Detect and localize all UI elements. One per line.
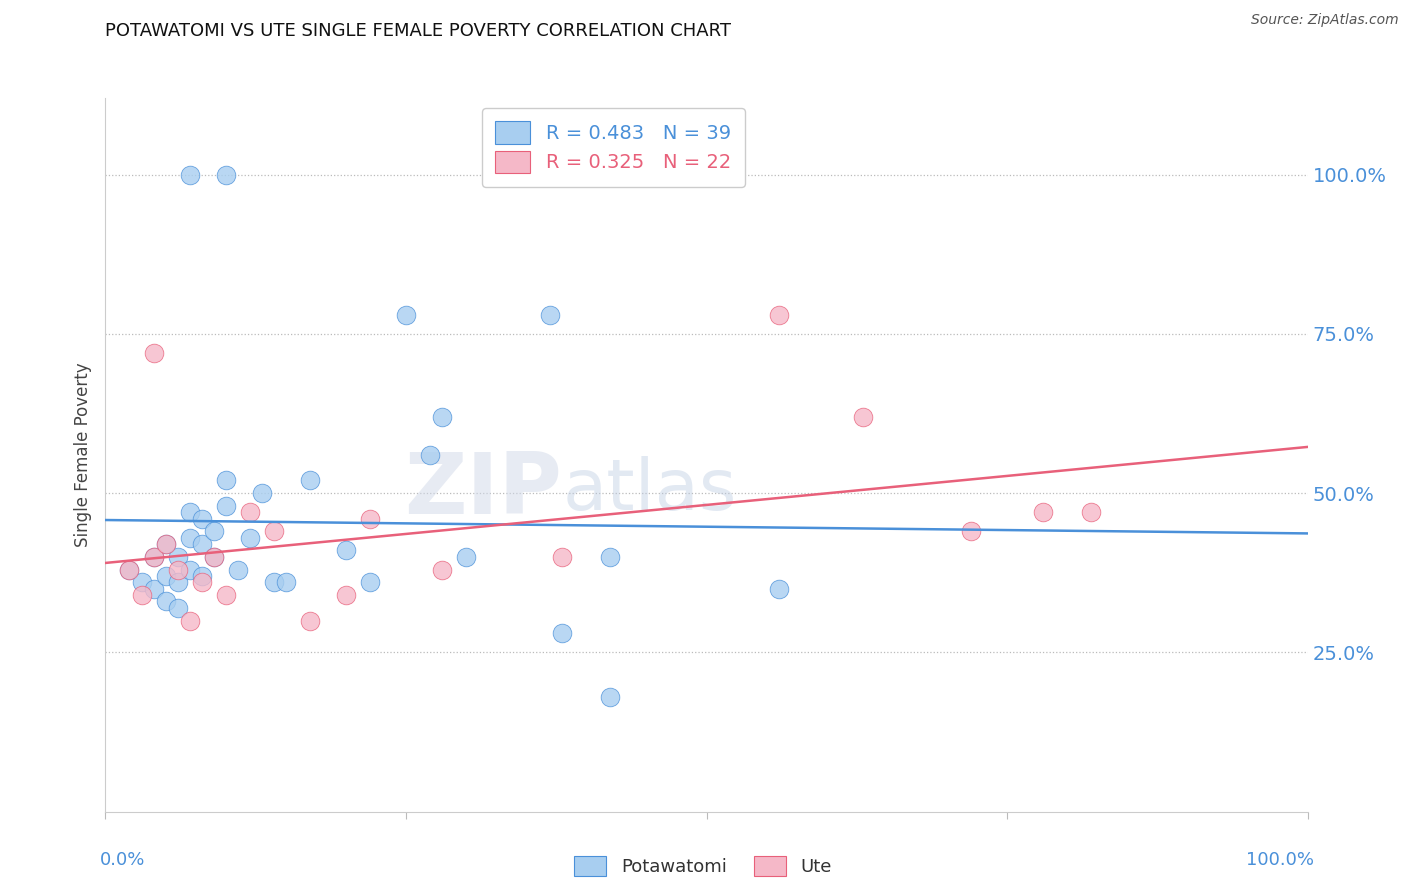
- Point: [190, 537, 212, 551]
- Point: [179, 563, 201, 577]
- Point: [250, 486, 273, 500]
- Text: 0.0%: 0.0%: [100, 851, 145, 869]
- Legend: R = 0.483   N = 39, R = 0.325   N = 22: R = 0.483 N = 39, R = 0.325 N = 22: [482, 108, 745, 186]
- Point: [359, 511, 381, 525]
- Point: [551, 549, 574, 564]
- Point: [768, 582, 790, 596]
- Point: [335, 543, 357, 558]
- Point: [166, 549, 188, 564]
- Point: [179, 614, 201, 628]
- Point: [166, 575, 188, 590]
- Point: [1032, 505, 1054, 519]
- Point: [179, 531, 201, 545]
- Point: [599, 690, 621, 704]
- Text: POTAWATOMI VS UTE SINGLE FEMALE POVERTY CORRELATION CHART: POTAWATOMI VS UTE SINGLE FEMALE POVERTY …: [105, 22, 731, 40]
- Point: [538, 308, 561, 322]
- Point: [430, 409, 453, 424]
- Point: [1080, 505, 1102, 519]
- Point: [142, 582, 165, 596]
- Point: [551, 626, 574, 640]
- Point: [335, 588, 357, 602]
- Point: [190, 575, 212, 590]
- Point: [179, 505, 201, 519]
- Text: 100.0%: 100.0%: [1246, 851, 1313, 869]
- Point: [131, 588, 153, 602]
- Point: [239, 505, 262, 519]
- Point: [274, 575, 297, 590]
- Point: [190, 511, 212, 525]
- Point: [155, 537, 177, 551]
- Point: [419, 448, 441, 462]
- Legend: Potawatomi, Ute: Potawatomi, Ute: [567, 848, 839, 883]
- Point: [190, 569, 212, 583]
- Point: [155, 594, 177, 608]
- Point: [214, 499, 236, 513]
- Point: [395, 308, 418, 322]
- Point: [142, 549, 165, 564]
- Point: [263, 524, 285, 539]
- Text: ZIP: ZIP: [405, 449, 562, 533]
- Point: [239, 531, 262, 545]
- Point: [166, 563, 188, 577]
- Point: [179, 168, 201, 182]
- Point: [155, 537, 177, 551]
- Point: [852, 409, 875, 424]
- Point: [214, 588, 236, 602]
- Text: Source: ZipAtlas.com: Source: ZipAtlas.com: [1251, 13, 1399, 28]
- Point: [768, 308, 790, 322]
- Point: [131, 575, 153, 590]
- Point: [359, 575, 381, 590]
- Point: [142, 549, 165, 564]
- Point: [202, 549, 225, 564]
- Point: [118, 563, 141, 577]
- Point: [298, 614, 321, 628]
- Point: [226, 563, 249, 577]
- Point: [599, 549, 621, 564]
- Point: [202, 549, 225, 564]
- Point: [298, 474, 321, 488]
- Point: [214, 474, 236, 488]
- Point: [960, 524, 983, 539]
- Point: [202, 524, 225, 539]
- Text: atlas: atlas: [562, 456, 737, 525]
- Point: [454, 549, 477, 564]
- Point: [166, 600, 188, 615]
- Point: [155, 569, 177, 583]
- Point: [430, 563, 453, 577]
- Point: [263, 575, 285, 590]
- Point: [214, 168, 236, 182]
- Point: [142, 346, 165, 360]
- Y-axis label: Single Female Poverty: Single Female Poverty: [75, 363, 93, 547]
- Point: [118, 563, 141, 577]
